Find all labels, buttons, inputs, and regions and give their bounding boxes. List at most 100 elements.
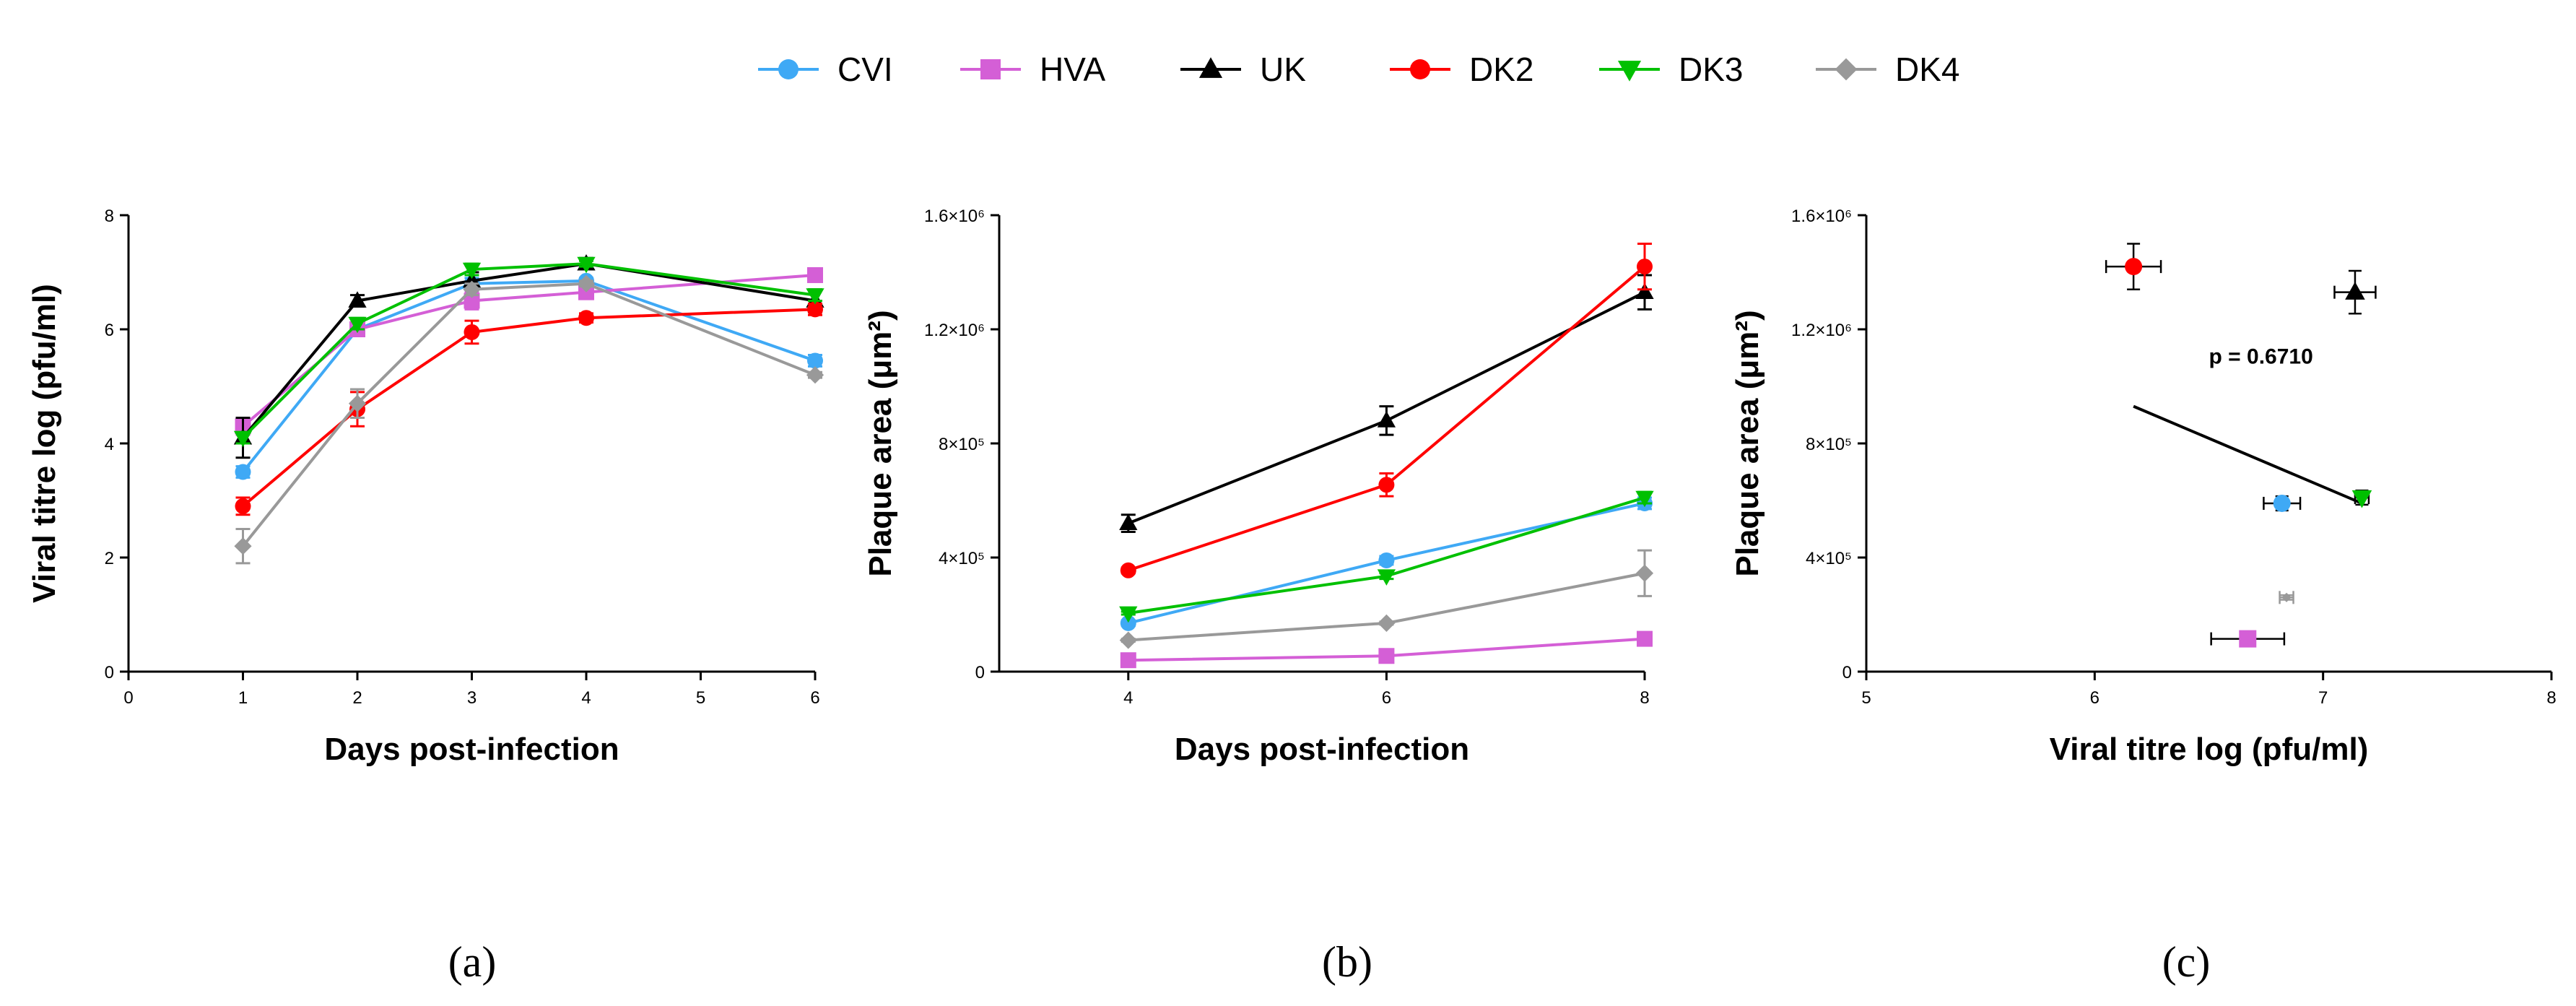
y-tick-label: 1.2×10⁶ xyxy=(1791,321,1852,340)
data-point xyxy=(464,292,480,309)
data-point xyxy=(2125,258,2143,276)
y-axis-title: Viral titre log (pfu/ml) xyxy=(27,284,62,603)
series-hva xyxy=(1120,630,1653,669)
data-point xyxy=(1377,411,1396,428)
data-point xyxy=(1120,652,1136,669)
data-point xyxy=(1378,614,1396,632)
x-tick-label: 7 xyxy=(2318,688,2328,708)
series-uk xyxy=(1119,274,1654,533)
data-point xyxy=(1119,513,1138,530)
data-point xyxy=(233,430,253,448)
legend-label: CVI xyxy=(837,51,893,88)
data-point xyxy=(2273,494,2291,512)
y-tick-label: 0 xyxy=(1842,663,1852,682)
x-tick-label: 5 xyxy=(1861,688,1871,708)
legend-item-uk: UK xyxy=(1180,51,1306,88)
series-hva xyxy=(235,266,823,436)
legend-label: DK3 xyxy=(1679,51,1743,88)
legend-label: UK xyxy=(1260,51,1306,88)
data-point xyxy=(1635,564,1654,582)
legend-item-dk4: DK4 xyxy=(1816,51,1959,88)
y-tick-label: 0 xyxy=(105,663,114,682)
legend: CVI HVA UK DK2 DK3 DK4 xyxy=(758,51,1959,88)
data-point xyxy=(1119,606,1138,623)
data-point xyxy=(348,316,367,334)
data-point xyxy=(807,301,823,318)
x-tick-label: 8 xyxy=(1640,688,1649,708)
data-point xyxy=(348,394,367,412)
x-tick-label: 6 xyxy=(810,688,819,708)
data-point xyxy=(2345,282,2365,300)
legend-marker xyxy=(980,59,1001,79)
legend-label: HVA xyxy=(1040,51,1105,88)
series-line xyxy=(241,282,816,547)
x-tick-label: 6 xyxy=(1382,688,1391,708)
data-point xyxy=(1377,569,1396,586)
data-point xyxy=(806,288,824,305)
y-axis-title: Plaque area (μm²) xyxy=(1730,310,1765,576)
data-point xyxy=(1120,615,1136,631)
x-tick-label: 4 xyxy=(1123,688,1133,708)
y-tick-label: 4×10⁵ xyxy=(1806,549,1852,568)
p-value-annotation: p = 0.6710 xyxy=(2209,344,2313,368)
chart-panel-2: 4 6 8 0 4×10⁵ 8×10⁵ 1.2×10⁶ 1.6×10⁶ Days post-in… xyxy=(863,207,1654,986)
series-cvi xyxy=(235,272,823,480)
legend-marker xyxy=(1410,59,1430,79)
data-point xyxy=(1120,562,1136,578)
data-point xyxy=(577,256,596,274)
legend-item-cvi: CVI xyxy=(758,51,893,88)
data-point xyxy=(1378,477,1395,493)
x-tick-label: 0 xyxy=(123,688,133,708)
data-point xyxy=(235,498,251,514)
legend-marker xyxy=(778,59,799,79)
legend-marker xyxy=(1617,61,1642,82)
panel-label: (a) xyxy=(448,938,497,986)
point-uk xyxy=(2333,269,2377,315)
legend-label: DK4 xyxy=(1895,51,1959,88)
regression-line xyxy=(2133,404,2363,505)
data-point xyxy=(234,537,252,555)
series-line xyxy=(242,262,816,439)
y-tick-label: 8×10⁵ xyxy=(1806,435,1852,454)
series-dk4 xyxy=(234,274,824,565)
point-hva xyxy=(2210,630,2286,648)
x-axis-title: Days post-infection xyxy=(324,732,619,767)
data-point xyxy=(1119,631,1137,649)
data-point xyxy=(2281,592,2292,602)
legend-label: DK2 xyxy=(1469,51,1533,88)
x-tick-label: 8 xyxy=(2546,688,2556,708)
legend-item-dk2: DK2 xyxy=(1390,51,1533,88)
series-dk4 xyxy=(1119,549,1654,649)
series-dk2 xyxy=(1120,243,1653,578)
data-point xyxy=(1637,259,1653,275)
data-point xyxy=(578,310,594,326)
point-dk2 xyxy=(2105,243,2162,290)
series-dk3 xyxy=(1119,490,1654,623)
y-tick-label: 1.2×10⁶ xyxy=(924,321,985,340)
point-cvi xyxy=(2263,494,2302,512)
series-cvi xyxy=(1120,495,1653,631)
x-tick-label: 2 xyxy=(352,688,362,708)
data-point xyxy=(235,464,251,480)
legend-marker xyxy=(1198,57,1223,78)
chart-panel-1: 0 1 2 3 4 5 6 0 2 4 6 8 Days post-infection Viral tit… xyxy=(27,207,824,986)
panel-label: (b) xyxy=(1322,938,1372,986)
series-line xyxy=(242,308,816,508)
legend-item-dk3: DK3 xyxy=(1599,51,1743,88)
panel-label: (c) xyxy=(2162,938,2211,986)
y-tick-label: 8×10⁵ xyxy=(939,435,985,454)
data-point xyxy=(1635,282,1654,299)
data-point xyxy=(464,324,480,340)
y-tick-label: 6 xyxy=(105,321,114,340)
x-tick-label: 1 xyxy=(238,688,248,708)
legend-marker xyxy=(1835,58,1858,81)
data-point xyxy=(2239,630,2257,648)
y-tick-label: 1.6×10⁶ xyxy=(924,207,985,226)
data-point xyxy=(806,366,824,384)
data-point xyxy=(1378,552,1395,568)
data-point xyxy=(462,262,482,279)
chart-panel-3: 5 6 7 8 0 4×10⁵ 8×10⁵ 1.2×10⁶ 1.6×10⁶ Viral titre… xyxy=(1730,207,2557,986)
y-tick-label: 0 xyxy=(975,663,985,682)
x-axis-title: Days post-infection xyxy=(1175,732,1469,767)
